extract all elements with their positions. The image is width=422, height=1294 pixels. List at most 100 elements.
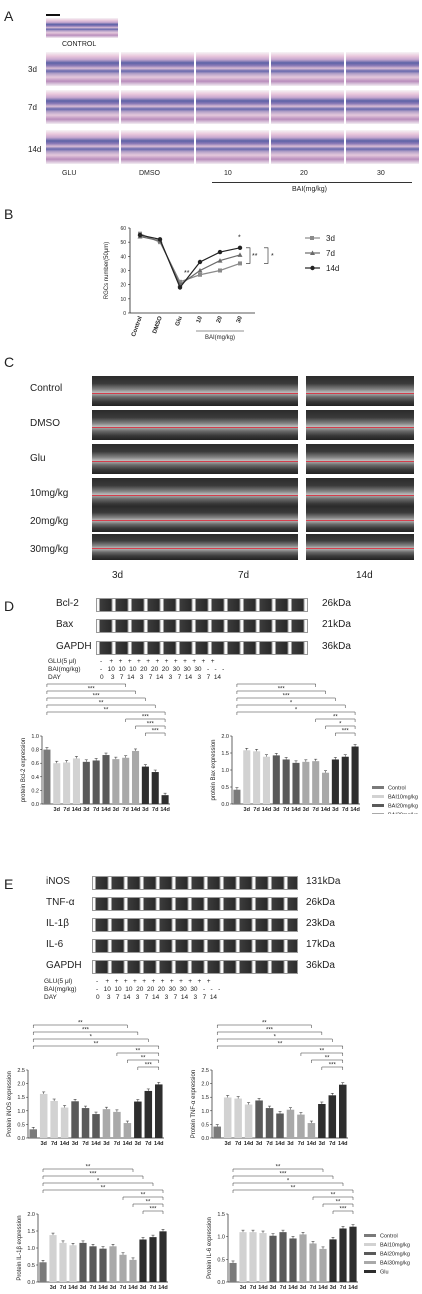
cond-label-day-e: DAY: [44, 994, 57, 1001]
x-tick-label: 7d: [298, 1141, 304, 1147]
x-tick-label: 7d: [51, 1141, 57, 1147]
x-tick-label: 3d: [140, 1285, 146, 1291]
col-label-glu: GLU: [62, 170, 77, 177]
legend-label: Control: [380, 1234, 398, 1240]
bar: [276, 1113, 284, 1138]
oct-col-7d: 7d: [238, 570, 250, 581]
histology-image: [271, 130, 344, 164]
x-tick-label: 14d: [262, 807, 271, 813]
histology-image: [121, 130, 194, 164]
legend-swatch: [372, 795, 384, 798]
bar: [59, 1242, 67, 1282]
y-tick-label: 10: [120, 297, 126, 303]
kda-il6: 17kDa: [306, 939, 335, 950]
y-tick-label: 1.5: [221, 751, 229, 757]
y-tick-label: 1.0: [27, 1246, 35, 1252]
sig-bracket: [236, 711, 356, 715]
bar: [309, 1243, 317, 1282]
sig-marker: *: [97, 1179, 100, 1185]
sig-bracket: [216, 1024, 312, 1028]
y-axis-label: protein Bcl-2 expression: [21, 738, 27, 802]
sig-bracket: [127, 1059, 160, 1063]
control-retina-image: [46, 18, 118, 38]
sig-marker: **: [78, 1021, 83, 1027]
cond-row-bai-d: - 10 10 10 20 20 20 30 30 30 - - -: [100, 666, 225, 673]
x-tick-label: 3d: [83, 807, 89, 813]
y-tick-label: 1.0: [17, 1109, 25, 1115]
sig-bracket: [32, 1024, 128, 1028]
y-tick-label: 2.0: [27, 1212, 35, 1218]
blot-bcl2: [96, 598, 308, 612]
sig-marker: ***: [152, 729, 160, 735]
bar: [60, 1107, 69, 1138]
y-tick-label: 0.6: [31, 761, 39, 767]
bar: [82, 761, 90, 804]
blot-il6: [92, 939, 298, 953]
legend-label: BAI30mg/kg: [380, 1261, 410, 1267]
x-tick-label: 7d: [90, 1285, 96, 1291]
sig-bracket: [311, 1059, 344, 1063]
oct-image: [92, 444, 202, 474]
x-tick-label: 7d: [150, 1285, 156, 1291]
sig-bracket: [135, 725, 166, 729]
panel-a-letter: A: [4, 8, 14, 24]
point-14d: [217, 249, 223, 255]
oct-row-glu: Glu: [30, 453, 46, 464]
oct-image: [188, 478, 298, 508]
bar: [319, 1248, 327, 1282]
bar: [72, 758, 81, 804]
bar: [102, 755, 110, 804]
bar: [259, 1233, 267, 1282]
x-tick-label: 7d: [312, 807, 318, 813]
x-tick-label: 3d: [240, 1285, 246, 1291]
x-tick-label: 7d: [120, 1285, 126, 1291]
bar: [109, 1246, 117, 1282]
x-tick-label: 14d: [91, 1141, 100, 1147]
sig-bracket: [236, 683, 316, 687]
y-tick-label: 0.0: [31, 802, 39, 808]
y-tick-label: 0.8: [31, 748, 39, 754]
x-tick-label: 3d: [319, 1141, 325, 1147]
bar: [239, 1232, 247, 1282]
legend-label: 7d: [326, 249, 335, 258]
legend-marker: [310, 236, 314, 240]
sig-marker: **: [99, 701, 104, 707]
sig-marker: *: [90, 1035, 93, 1041]
sig-marker: ***: [279, 1172, 287, 1178]
legend-label: BAI20mg/kg: [388, 804, 418, 810]
cond-row-glu-e: - + + + + + + + + + + + +: [96, 978, 211, 985]
kda-gapdh-e: 36kDa: [306, 960, 335, 971]
band-tnfa: TNF-α: [46, 897, 75, 908]
oct-row-30: 30mg/kg: [30, 544, 69, 555]
oct-image: [306, 478, 414, 508]
col-label-30: 30: [377, 170, 385, 177]
scale-bar: [46, 14, 60, 16]
x-tick-label: 30: [236, 315, 244, 324]
oct-image: [188, 506, 298, 532]
x-tick-label: 14d: [321, 807, 330, 813]
sig-marker: **: [136, 1049, 141, 1055]
bar: [282, 759, 290, 804]
point-3d: [218, 268, 222, 273]
y-tick-label: 1.0: [31, 734, 39, 740]
y-tick-label: 1.0: [217, 1235, 225, 1241]
x-tick-label: 7d: [280, 1285, 286, 1291]
x-tick-label: 14d: [154, 1141, 163, 1147]
legend-marker: [310, 250, 315, 255]
panel-d-bar-charts: 0.0 0.2 0.4 0.6 0.8 1.0 protein Bcl-2 expressi…: [21, 682, 418, 814]
sig-marker: ***: [266, 1028, 274, 1034]
sig-bracket: [232, 1168, 324, 1172]
sig-marker: **: [325, 1056, 330, 1062]
bar: [50, 1101, 58, 1138]
x-tick-label: 3d: [303, 807, 309, 813]
bar: [29, 1129, 37, 1138]
y-tick-label: 2.5: [17, 1068, 25, 1074]
histology-image: [346, 130, 419, 164]
oct-image: [92, 478, 202, 508]
oct-image: [92, 534, 202, 560]
sig-marker: ***: [329, 1063, 337, 1069]
bar: [223, 1097, 232, 1138]
x-tick-label: 7d: [266, 1141, 272, 1147]
bar: [328, 1095, 337, 1138]
y-tick-label: 60: [120, 226, 126, 232]
